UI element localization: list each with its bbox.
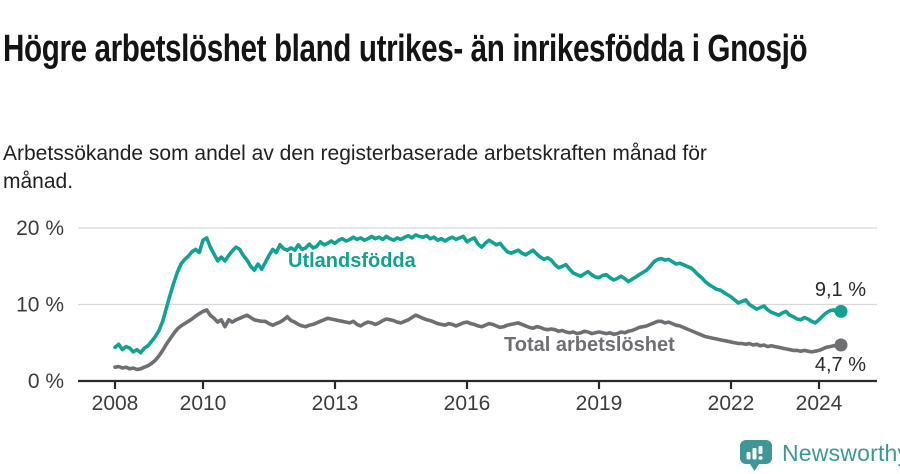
- end-value-utlandsfodda: 9,1 %: [815, 279, 866, 301]
- series-label-total-arbetsloshet: Total arbetslöshet: [504, 334, 675, 356]
- brand-name: Newsworthy: [782, 439, 900, 466]
- series-line-total-arbetsloshet: [113, 308, 843, 372]
- page-title: Högre arbetslöshet bland utrikes- än inr…: [3, 28, 808, 71]
- x-tick-label: 2013: [312, 392, 359, 415]
- x-tick-label: 2024: [796, 392, 843, 415]
- y-tick-label: 10 %: [16, 294, 64, 317]
- newsworthy-logo[interactable]: Newsworthy: [738, 438, 900, 474]
- end-dot-utlandsfodda: [834, 304, 848, 318]
- x-tick-label: 2022: [708, 392, 755, 415]
- x-tick-label: 2008: [92, 392, 139, 415]
- x-tick-label: 2010: [180, 392, 227, 415]
- series-line-utlandsfodda: [113, 233, 843, 355]
- y-tick-label: 20 %: [16, 217, 64, 240]
- bar-chart-speech-bubble-icon: [740, 440, 772, 471]
- x-axis-labels: 2008 2010 2013 2016 2019 2022 2024: [92, 392, 843, 415]
- end-value-total-arbetsloshet: 4,7 %: [815, 354, 866, 376]
- x-tick-label: 2016: [444, 392, 491, 415]
- chart-subtitle: Arbetssökande som andel av den registerb…: [3, 142, 707, 193]
- y-tick-label: 0 %: [28, 370, 64, 393]
- gridlines: [78, 227, 877, 306]
- y-axis-labels: 0 % 10 % 20 %: [16, 217, 64, 393]
- series-label-utlandsfodda: Utlandsfödda: [288, 250, 417, 272]
- x-tick-label: 2019: [576, 392, 623, 415]
- end-dot-total-arbetsloshet: [834, 338, 848, 352]
- x-axis-ticks: [113, 381, 821, 389]
